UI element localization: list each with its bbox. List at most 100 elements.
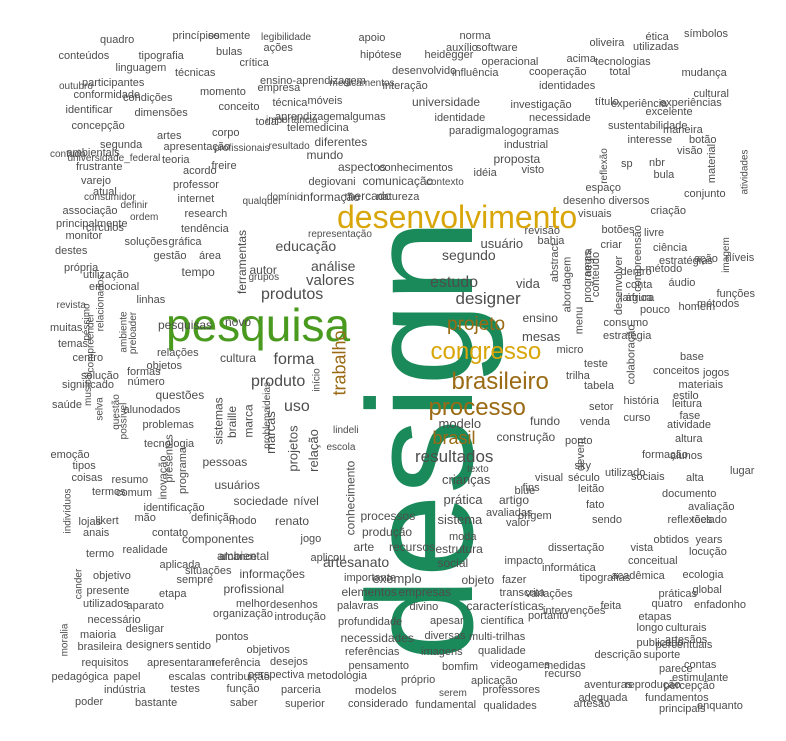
cloud-word: trilha	[566, 369, 590, 382]
cloud-word: influência	[452, 66, 499, 79]
cloud-word: ensino	[522, 311, 558, 325]
cloud-word: tipografias	[579, 571, 631, 584]
cloud-word: natureza	[376, 190, 420, 203]
cloud-word: publicado	[636, 636, 684, 649]
cloud-word: legibilidade	[261, 32, 312, 43]
cloud-word: parceria	[281, 683, 321, 696]
cloud-word: solução	[81, 369, 119, 382]
cloud-word: áudio	[668, 276, 696, 289]
cloud-word: mundo	[306, 148, 344, 162]
cloud-word: acima	[566, 52, 596, 65]
cloud-word: estratégia	[603, 329, 652, 342]
cloud-word: modelos	[355, 684, 397, 697]
cloud-word: centro	[72, 351, 104, 364]
cloud-word: elementos	[341, 585, 397, 599]
cloud-word: ideias	[262, 381, 274, 409]
cloud-word: aplicada	[159, 558, 201, 571]
cloud-word: contudo	[50, 149, 86, 160]
cloud-word: fins	[522, 481, 540, 494]
cloud-word: locução	[689, 545, 727, 558]
cloud-word: professores	[482, 683, 540, 696]
cloud-word: material	[705, 143, 718, 183]
cloud-word: idéia	[473, 166, 497, 179]
cloud-word: importante	[344, 571, 396, 584]
cloud-word: moda	[449, 530, 477, 543]
cloud-word: texto	[467, 464, 489, 475]
cloud-word: ensino-aprendizagem	[260, 74, 366, 87]
cloud-word: objeto	[461, 573, 495, 587]
cloud-word: contas	[684, 658, 717, 671]
cloud-word: excelente	[645, 105, 693, 118]
cloud-word: gráfica	[168, 235, 202, 248]
cloud-word: varejo	[81, 174, 111, 187]
cloud-word: formas	[127, 365, 161, 378]
cloud-word: diversas	[424, 629, 466, 642]
cloud-word: utilizadas	[633, 40, 679, 53]
cloud-word: maioria	[80, 628, 117, 641]
cloud-word: forma	[273, 351, 315, 368]
cloud-word: método	[645, 262, 683, 275]
cloud-word: designers	[126, 638, 174, 651]
cloud-word: mão	[134, 511, 156, 524]
cloud-word: hipótese	[360, 48, 402, 61]
cloud-word: requisitos	[81, 656, 129, 669]
cloud-word: termo	[86, 547, 115, 560]
cloud-word: diferentes	[314, 135, 368, 149]
cloud-word: recurso	[544, 667, 582, 680]
cloud-word: obtidos	[653, 533, 689, 546]
cloud-word: desligar	[125, 622, 165, 635]
cloud-word: papel	[113, 670, 141, 683]
cloud-word: atividade	[667, 418, 712, 431]
cloud-word: linhas	[136, 293, 166, 306]
cloud-word: contexto	[426, 177, 464, 188]
cloud-word: ambientais	[66, 146, 120, 159]
cloud-word: pesquisa	[166, 299, 351, 351]
cloud-word: universidade	[412, 95, 481, 109]
cloud-word: trabalho	[329, 330, 350, 396]
cloud-word: palavras	[337, 599, 379, 612]
cloud-word: aspectos	[338, 160, 387, 174]
cloud-word: documento	[662, 487, 717, 500]
cloud-word: prática	[443, 491, 483, 507]
cloud-word: micro	[556, 343, 584, 356]
cloud-word: utilizado	[605, 466, 646, 479]
cloud-word: apesar	[430, 614, 464, 627]
cloud-word: visão	[677, 144, 703, 157]
cloud-word: emocional	[89, 280, 140, 293]
cloud-word: objetivos	[246, 643, 290, 656]
cloud-word: tendência	[181, 222, 229, 235]
cloud-word: bomfim	[442, 660, 479, 673]
cloud-word: componentes	[182, 532, 255, 546]
cloud-word: novo	[225, 315, 252, 329]
cloud-word: imagem	[720, 237, 732, 273]
cloud-word: utilização	[83, 268, 129, 281]
cloud-word: aprendizagem	[275, 110, 345, 123]
cloud-word: práticas	[658, 587, 698, 600]
cloud-word: desenvolvimento	[337, 199, 578, 235]
cloud-word: homem	[678, 300, 716, 313]
cloud-word: valor	[506, 516, 530, 529]
cloud-word: bastante	[135, 696, 178, 709]
cloud-word: métodos	[697, 297, 740, 310]
cloud-word: identidades	[539, 79, 596, 92]
cloud-word: modelo	[438, 415, 482, 431]
cloud-word: ação	[694, 252, 718, 265]
cloud-word: universidade_federal	[67, 153, 161, 164]
cloud-word: identidade	[434, 111, 486, 124]
cloud-word: termos	[92, 485, 126, 498]
cloud-word: processo	[428, 394, 526, 421]
cloud-word: professor	[173, 178, 219, 191]
cloud-word: culturais	[665, 621, 707, 634]
cloud-word: empresas	[398, 585, 452, 599]
cloud-word: produtos	[261, 286, 324, 303]
cloud-word: características	[466, 599, 544, 613]
cloud-word: muitas	[50, 321, 83, 334]
cloud-word: áfrica	[625, 291, 653, 304]
cloud-word: paradigma	[449, 124, 501, 137]
cloud-word: acordo	[183, 164, 217, 177]
cloud-word: sentido	[175, 639, 211, 652]
cloud-word: coisas	[71, 471, 103, 484]
cloud-word: moralia	[58, 623, 70, 657]
cloud-word: referências	[345, 645, 400, 658]
